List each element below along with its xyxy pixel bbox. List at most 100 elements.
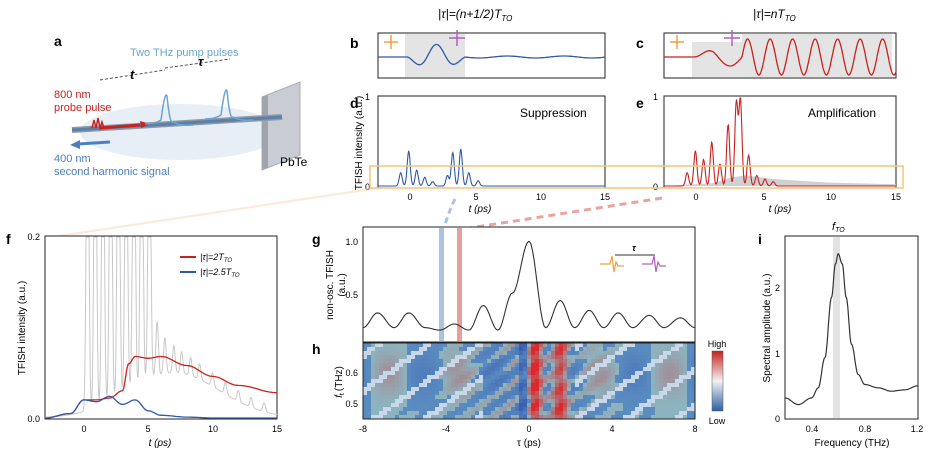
heatmap-cell <box>663 347 668 352</box>
heatmap-cell <box>367 355 372 360</box>
heatmap-cell <box>439 355 444 360</box>
heatmap-cell <box>583 379 588 384</box>
panel-i: i fTO 0 1 2 0.4 0.8 1.2 Frequency (THz) … <box>758 221 923 449</box>
panel-label-a: a <box>54 33 62 49</box>
heatmap-cell <box>375 375 380 380</box>
heatmap-cell <box>563 403 568 408</box>
heatmap-cell <box>363 403 368 408</box>
panel-c-waveform <box>664 38 897 76</box>
heatmap-cell <box>423 411 428 416</box>
heatmap-cell <box>379 407 384 412</box>
heatmap-cell <box>591 355 596 360</box>
heatmap-cell <box>451 399 456 404</box>
heatmap-cell <box>507 395 512 400</box>
header-b-sub: TO <box>501 14 512 23</box>
heatmap-cell <box>419 403 424 408</box>
heatmap-cell <box>611 355 616 360</box>
heatmap-cell <box>539 407 544 412</box>
heatmap-cell <box>555 415 560 420</box>
heatmap-cell <box>611 403 616 408</box>
heatmap-cell <box>659 395 664 400</box>
heatmap-cell <box>487 383 492 388</box>
heatmap-cell <box>571 403 576 408</box>
heatmap-cell <box>447 391 452 396</box>
heatmap-cell <box>619 399 624 404</box>
heatmap-cell <box>515 411 520 416</box>
link-blue <box>443 198 457 226</box>
legend-red-sub: TO <box>224 258 233 264</box>
heatmap-cell <box>391 395 396 400</box>
heatmap-cell <box>515 351 520 356</box>
heatmap-cell <box>619 411 624 416</box>
heatmap-cell <box>563 351 568 356</box>
heatmap-cell <box>399 375 404 380</box>
heatmap-cell <box>627 363 632 368</box>
heatmap-cell <box>459 371 464 376</box>
heatmap-cell <box>475 411 480 416</box>
heatmap-cell <box>567 395 572 400</box>
heatmap-cell <box>619 403 624 408</box>
heatmap-cell <box>383 415 388 420</box>
heatmap-cell <box>407 387 412 392</box>
heatmap-cell <box>427 379 432 384</box>
heatmap-cell <box>659 351 664 356</box>
heatmap-cell <box>667 415 672 420</box>
heatmap-cell <box>483 415 488 420</box>
heatmap-cell <box>507 403 512 408</box>
heatmap-cell <box>483 359 488 364</box>
heatmap-cell <box>555 371 560 376</box>
sample-label: PbTe <box>280 155 308 169</box>
heatmap-cell <box>483 407 488 412</box>
heatmap-cell <box>463 395 468 400</box>
panel-h-xlabel: τ (ps) <box>517 438 541 449</box>
heatmap-cell <box>651 359 656 364</box>
heatmap-cell <box>507 359 512 364</box>
heatmap-cell <box>395 351 400 356</box>
heatmap-cell <box>515 359 520 364</box>
heatmap-cell <box>547 403 552 408</box>
heatmap-cell <box>491 383 496 388</box>
heatmap-cell <box>631 343 636 348</box>
heatmap-cell <box>587 367 592 372</box>
heatmap-cell <box>363 355 368 360</box>
heatmap-cell <box>479 375 484 380</box>
heatmap-cell <box>399 347 404 352</box>
heatmap-cell <box>543 395 548 400</box>
heatmap-cell <box>555 407 560 412</box>
heatmap-cell <box>503 359 508 364</box>
panel-g-ytick-05: 0.5 <box>345 290 358 300</box>
heatmap-cell <box>611 399 616 404</box>
heatmap-cell <box>563 411 568 416</box>
heatmap-cell <box>435 407 440 412</box>
heatmap-cell <box>631 367 636 372</box>
heatmap-cell <box>431 399 436 404</box>
heatmap-cell <box>503 415 508 420</box>
heatmap-cell <box>555 387 560 392</box>
heatmap-cell <box>607 379 612 384</box>
heatmap-cell <box>491 351 496 356</box>
heatmap-cell <box>507 391 512 396</box>
heatmap-cell <box>427 355 432 360</box>
heatmap-cell <box>479 379 484 384</box>
heatmap-cell <box>487 363 492 368</box>
panel-c-shade-1 <box>692 42 742 77</box>
heatmap-cell <box>367 387 372 392</box>
heatmap-cell <box>511 363 516 368</box>
heatmap-cell <box>463 371 468 376</box>
heatmap-cell <box>411 383 416 388</box>
heatmap-cell <box>671 367 676 372</box>
heatmap-cell <box>659 363 664 368</box>
heatmap-cell <box>567 387 572 392</box>
heatmap-cell <box>575 395 580 400</box>
heatmap-cell <box>655 411 660 416</box>
heatmap-cell <box>395 367 400 372</box>
legend-blue: |τ|=2.5TTO <box>200 267 240 279</box>
heatmap-cell <box>567 379 572 384</box>
heatmap-cell <box>375 351 380 356</box>
heatmap-cell <box>635 387 640 392</box>
heatmap-cell <box>547 367 552 372</box>
heatmap-cell <box>399 411 404 416</box>
pump-2-marker-icon <box>449 30 465 46</box>
heatmap-cell <box>571 395 576 400</box>
heatmap-cell <box>687 391 692 396</box>
